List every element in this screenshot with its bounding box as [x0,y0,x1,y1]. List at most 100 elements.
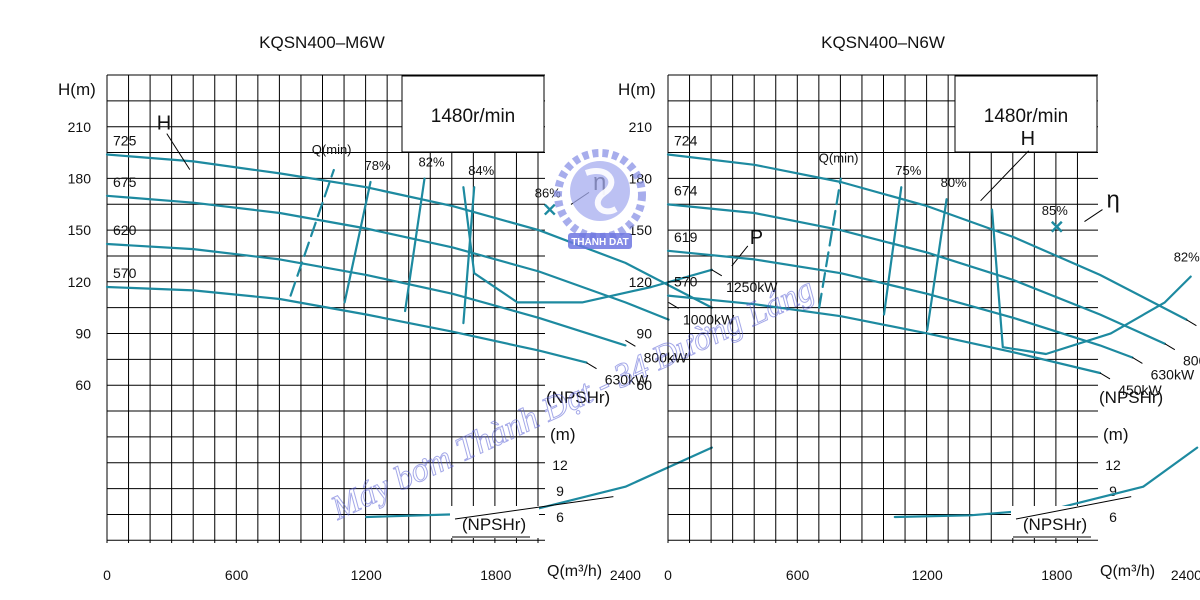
efficiency-curve-80% [926,198,948,332]
chart-title: KQSN400–M6W [259,33,385,52]
h-tick-label: 120 [68,274,92,290]
power-label: 800kW [644,349,688,365]
speed-box [954,75,1098,153]
efficiency-label: 78% [365,158,391,173]
qmin-label: Q(min) [312,142,352,157]
company-logo: THANH DAT [554,149,646,249]
y-axis-label: H(m) [58,80,96,99]
head-curve-name: H [157,113,171,135]
efficiency-curve-84% [462,186,476,325]
speed-label: 1480r/min [431,106,516,127]
impeller-label: 619 [674,229,698,245]
npsh-axis-label: (NPSHr) [546,388,610,407]
head-curve-724 [666,153,1188,321]
impeller-label: 724 [674,133,698,149]
h-tick-label: 120 [629,274,653,290]
h-tick-label: 180 [68,171,92,187]
head-leader-line [980,150,1029,202]
head-curve-name: H [1021,128,1035,150]
npshr-label-box [450,506,539,538]
h-tick-label: 210 [68,119,92,135]
power-leader-line [625,339,636,347]
npshr-curve-name: (NPSHr) [462,515,526,534]
efficiency-island-curve [462,186,713,304]
best-efficiency-marker [1050,220,1063,233]
power-label: 1000kW [683,311,735,327]
head-curve-570 [666,294,1102,375]
npshr-leader-line [1015,496,1132,520]
head-curve-619 [666,249,1134,359]
power-label: 450kW [1118,382,1162,398]
qmin-label: Q(min) [819,151,859,166]
x-tick-label: 1800 [480,567,511,583]
head-leader-line [166,133,191,170]
efficiency-curve-name: η [1106,186,1119,213]
impeller-label: 725 [113,133,137,149]
speed-box [401,75,545,153]
impeller-label: 570 [113,265,137,281]
npsh-tick-label: 6 [556,509,564,525]
y-axis-label: H(m) [618,80,656,99]
efficiency-label: 82% [419,155,445,170]
x-tick-label: 1800 [1041,567,1072,583]
power-leader-line [711,269,723,277]
efficiency-leader-line [1084,209,1103,223]
chart-panel-1: KQSN400–M6W1480r/minH(m)6090120150180210… [58,33,778,583]
speed-label: 1480r/min [984,106,1069,127]
x-tick-label: 0 [103,567,111,583]
h-tick-label: 150 [68,222,92,238]
head-curve-620 [105,242,627,347]
impeller-label: 620 [113,222,137,238]
npsh-tick-label: 9 [556,483,564,499]
x-tick-label: 0 [664,567,672,583]
impeller-label: 570 [674,274,698,290]
x-tick-label: 1200 [351,567,382,583]
power-leader-line [586,362,597,370]
efficiency-island-curve [990,208,1192,356]
npsh-tick-label: 12 [552,457,568,473]
x-tick-label: 600 [225,567,249,583]
x-tick-label: 2400 [610,567,641,583]
h-tick-label: 60 [75,377,91,393]
x-tick-label: 1200 [912,567,943,583]
npsh-unit-label: (m) [1103,425,1128,444]
chart-panel-2: KQSN400–N6W1480r/minH(m)6090120150180210… [618,33,1200,583]
h-tick-label: 150 [629,222,653,238]
head-curve-674 [666,203,1166,345]
npshr-leader-line [454,496,614,520]
qmin-line [289,168,335,297]
efficiency-curve-75% [882,186,903,316]
efficiency-label: 82% [1174,250,1200,265]
watermark-text: Máy bơm Thành Đạt - 34 Đường Láng [325,271,820,528]
npsh-axis-label: (NPSHr) [1099,388,1163,407]
power-label: 630kW [1151,366,1195,382]
npshr-curve-name: (NPSHr) [1023,515,1087,534]
power-curve-name: P [750,227,763,249]
logo-banner [568,233,632,249]
npsh-tick-label: 6 [1109,509,1117,525]
efficiency-label: 84% [468,163,494,178]
best-efficiency-marker [543,203,556,216]
power-label: 1250kW [726,279,778,295]
head-curve-725 [105,153,713,309]
power-label: 800kW [1183,353,1200,369]
x-axis-label: Q(m³/h) [1100,563,1155,580]
efficiency-label: 85% [1042,203,1068,218]
npsh-unit-label: (m) [550,425,575,444]
efficiency-curve-82% [404,177,426,313]
x-tick-label: 600 [786,567,810,583]
efficiency-label: 80% [941,175,967,190]
h-tick-label: 60 [636,377,652,393]
power-leader-line [1164,343,1176,351]
npsh-tick-label: 12 [1105,457,1121,473]
h-tick-label: 90 [636,325,652,341]
impeller-label: 675 [113,174,137,190]
power-leader-line [1186,319,1197,327]
logo-disc [570,161,630,221]
npsh-tick-label: 9 [1109,483,1117,499]
h-tick-label: 90 [75,325,91,341]
x-tick-label: 2400 [1171,567,1200,583]
chart-title: KQSN400–N6W [821,33,945,52]
head-curve-570 [105,285,588,364]
